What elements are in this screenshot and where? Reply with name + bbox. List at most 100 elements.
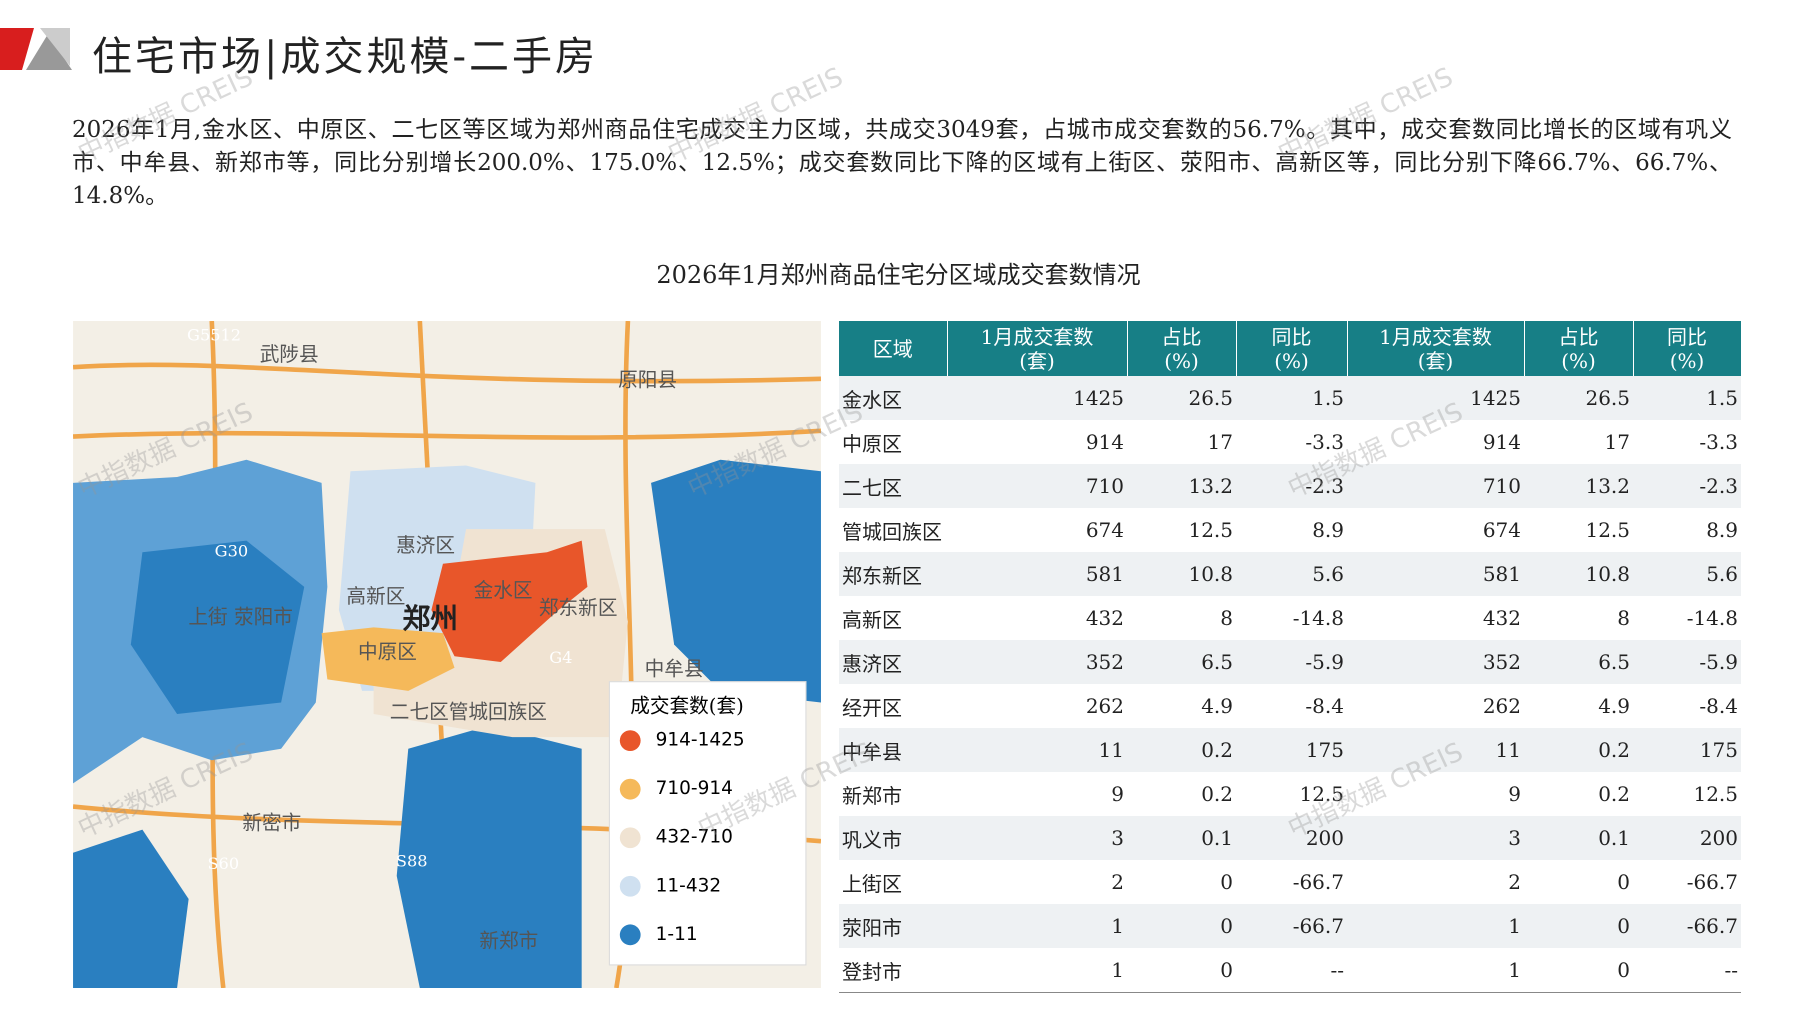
table-cell: 0.2 (1598, 782, 1630, 806)
table-row: 经开区 262 4.9 -8.4 262 4.9 -8.4 (839, 684, 1741, 728)
table-cell: 1.5 (1236, 376, 1347, 420)
legend-swatch (619, 730, 641, 752)
table-cell: 432 (1482, 606, 1521, 630)
region-name: 金水区 (839, 376, 947, 420)
table-cell: 3 (1347, 816, 1524, 860)
legend-box (608, 681, 807, 966)
table-cell: 1425 (947, 376, 1127, 420)
table-row: 上街区 2 0 -66.7 2 0 -66.7 (839, 860, 1741, 904)
table-cell: 0.1 (1524, 816, 1633, 860)
table-cell: 2 (1111, 870, 1124, 894)
table-cell: 581 (1347, 552, 1524, 596)
table-cell: 1 (1347, 948, 1524, 993)
table-cell: 1 (1347, 904, 1524, 948)
table-cell: 581 (947, 552, 1127, 596)
region-name: 经开区 (842, 695, 902, 720)
table-cell: 10.8 (1127, 552, 1236, 596)
table-cell: 2 (1508, 870, 1521, 894)
legend-label: 710-914 (656, 778, 733, 799)
table-cell: 0 (1220, 870, 1233, 894)
table-cell: 5.6 (1633, 552, 1741, 596)
map-label: 高新区 (346, 585, 405, 608)
table-cell: -- (1633, 948, 1741, 993)
table-cell: 17 (1604, 430, 1630, 454)
table-cell: 0.1 (1127, 816, 1236, 860)
page-title: 住宅市场|成交规模-二手房 (92, 34, 598, 80)
table-cell: 11 (947, 728, 1127, 772)
table-cell: -8.4 (1699, 694, 1738, 718)
table-cell: 710 (1347, 464, 1524, 508)
table-row: 郑东新区 581 10.8 5.6 581 10.8 5.6 (839, 552, 1741, 596)
legend-swatch (619, 778, 641, 800)
table-cell: 0.2 (1127, 728, 1236, 772)
table-cell: 352 (1347, 640, 1524, 684)
table-cell: 9 (1111, 782, 1124, 806)
column-header: 区域 (839, 321, 948, 376)
header-label: 1月成交套数 (1379, 324, 1492, 349)
table-row: 金水区 1425 26.5 1.5 1425 26.5 1.5 (839, 376, 1741, 420)
table-cell: 352 (947, 640, 1127, 684)
region-name: 中牟县 (839, 728, 947, 772)
legend-swatch (619, 875, 641, 897)
header-label: 占比 (1161, 324, 1202, 349)
column-header: 1月成交套数 (套) (947, 321, 1128, 376)
table-cell: 17 (1207, 430, 1233, 454)
table-cell: 10.8 (1524, 552, 1633, 596)
table-cell: -- (1236, 948, 1347, 993)
region-name: 荥阳市 (839, 904, 947, 948)
table-cell: 11 (1347, 728, 1524, 772)
table-row: 中原区 914 17 -3.3 914 17 -3.3 (839, 420, 1741, 464)
table-cell: 1 (947, 948, 1127, 993)
column-header: 占比 (%) (1127, 321, 1237, 376)
table-cell: -2.3 (1236, 464, 1347, 508)
table-cell: 200 (1633, 816, 1741, 860)
column-header: 同比 (%) (1633, 321, 1742, 376)
table-cell: -14.8 (1686, 606, 1738, 630)
header-decoration (0, 28, 72, 70)
legend-label: 432-710 (656, 827, 733, 848)
table-cell: 8.9 (1706, 518, 1738, 542)
map-label: 新郑市 (479, 929, 538, 952)
table-cell: 13.2 (1127, 464, 1236, 508)
table-cell: -66.7 (1633, 904, 1741, 948)
table-row: 新郑市 9 0.2 12.5 9 0.2 12.5 (839, 772, 1741, 816)
header-unit: (套) (1019, 348, 1055, 373)
table-cell: 674 (1085, 518, 1124, 542)
header-unit: (%) (1164, 348, 1199, 373)
table-cell: 8.9 (1312, 518, 1344, 542)
table-row: 巩义市 3 0.1 200 3 0.1 200 (839, 816, 1741, 860)
map-label: 中牟县 (645, 658, 704, 681)
table-cell: 175 (1633, 728, 1741, 772)
table-cell: 26.5 (1524, 376, 1633, 420)
table-cell: -5.9 (1236, 640, 1347, 684)
region-name: 惠济区 (839, 640, 947, 684)
table-cell: -14.8 (1292, 606, 1344, 630)
table-row: 二七区 710 13.2 -2.3 710 13.2 -2.3 (839, 464, 1741, 508)
table-cell: -8.4 (1305, 694, 1344, 718)
map-label: S60 (207, 854, 239, 873)
region-name: 郑东新区 (839, 552, 947, 596)
table-row: 登封市 1 0 -- 1 0 -- (839, 948, 1741, 993)
map-label: 新密市 (242, 811, 301, 834)
header-label: 区域 (872, 336, 913, 361)
header-label: 1月成交套数 (980, 324, 1094, 349)
map-label: 武陟县 (260, 343, 319, 366)
data-table: 区域 1月成交套数 (套) 占比 (%) 同比 (%) 1月成交套数 (套) 占比 (%) 同比 (%)… (839, 321, 1742, 993)
table-cell: -3.3 (1699, 430, 1738, 454)
header-label: 占比 (1558, 324, 1599, 349)
table-row: 惠济区 352 6.5 -5.9 352 6.5 -5.9 (839, 640, 1741, 684)
table-cell: 175 (1236, 728, 1347, 772)
table-cell: 262 (1482, 694, 1521, 718)
table-row: 荥阳市 1 0 -66.7 1 0 -66.7 (839, 904, 1741, 948)
region-name: 中原区 (842, 431, 902, 456)
legend-title: 成交套数(套) (630, 695, 744, 718)
table-cell: 5.6 (1236, 552, 1347, 596)
table-cell: 8 (1617, 606, 1630, 630)
table-cell: 12.5 (1693, 782, 1738, 806)
column-header: 1月成交套数 (套) (1347, 321, 1525, 376)
header-label: 同比 (1667, 324, 1707, 349)
table-cell: 4.9 (1201, 694, 1233, 718)
table-cell: 914 (1085, 430, 1124, 454)
